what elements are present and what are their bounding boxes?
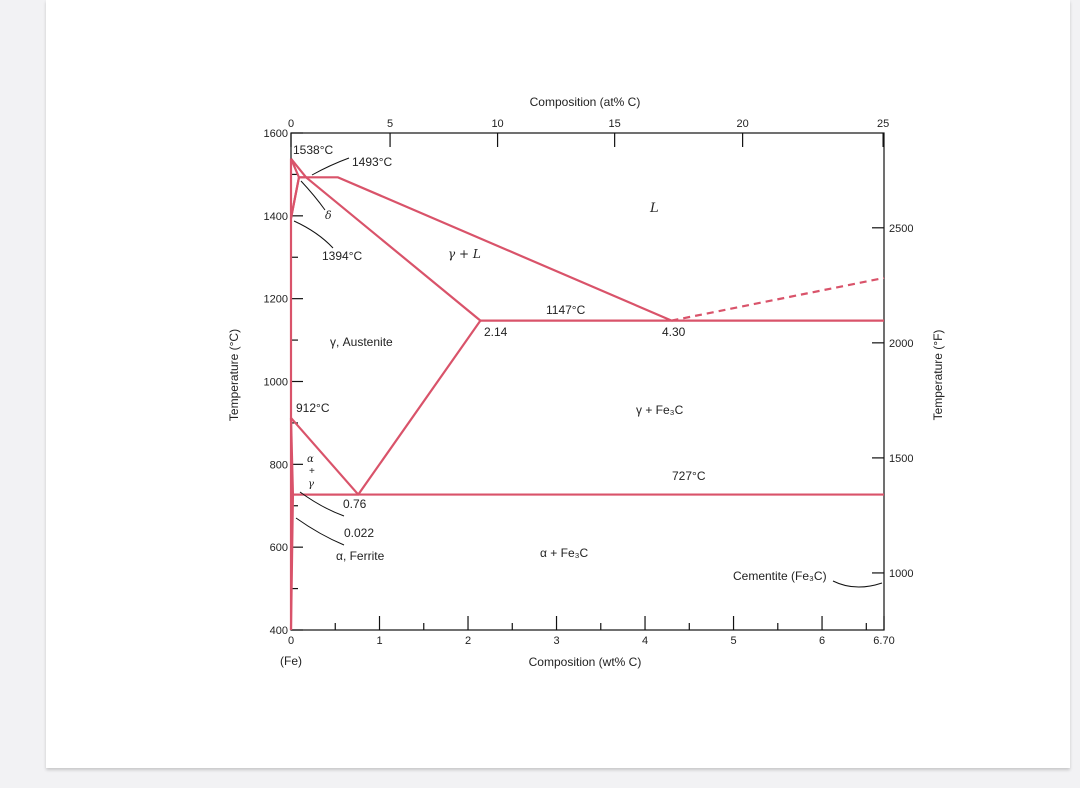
left-tick-label: 1200: [264, 294, 288, 306]
label-alpha-gamma-plus: +: [309, 466, 315, 477]
leader-0022: [295, 517, 345, 546]
leader-1493: [311, 157, 350, 176]
bottom-axis-fe-label: (Fe): [280, 654, 302, 668]
phase-lines: [289, 157, 885, 631]
label-1493: 1493°C: [352, 155, 392, 169]
label-1147: 1147°C: [546, 303, 586, 317]
top-tick-label: 20: [736, 118, 748, 130]
top-tick-label: 0: [288, 118, 294, 130]
right-tick-label: 1500: [889, 453, 913, 465]
top-tick-label: 5: [387, 118, 393, 130]
right-tick-label: 2000: [889, 338, 913, 350]
bottom-tick-label: 4: [642, 635, 648, 647]
label-1394: 1394°C: [322, 249, 362, 263]
left-tick-label: 400: [270, 625, 288, 637]
right-tick-label: 2500: [889, 223, 913, 235]
label-076: 0.76: [343, 497, 367, 511]
label-214: 2.14: [484, 325, 508, 339]
right-axis-title: Temperature (°F): [931, 330, 945, 421]
left-axis-title: Temperature (°C): [227, 329, 241, 421]
label-austenite: γ, Austenite: [330, 335, 393, 349]
label-alpha-gamma-a: α: [307, 454, 314, 465]
leader-delta: [300, 180, 326, 211]
label-912: 912°C: [296, 401, 330, 415]
bottom-tick-label: 2: [465, 635, 471, 647]
label-0022: 0.022: [344, 526, 374, 540]
label-alpha-gamma-g: γ: [308, 479, 314, 490]
axis-tick-labels: 0 5 10 15 20 25 0 1 2 3 4 5 6 6.70 1600 …: [264, 118, 914, 647]
bottom-tick-label: 1: [376, 635, 382, 647]
bottom-tick-label: 6.70: [873, 635, 894, 647]
label-gamma-fe3c: γ + Fe₃C: [636, 403, 684, 417]
left-tick-label: 1600: [264, 128, 288, 140]
label-1538: 1538°C: [293, 143, 333, 157]
region-labels: 1538°C 1493°C δ 1394°C L γ + L 1147°C 2.…: [293, 143, 827, 583]
bottom-tick-label: 6: [819, 635, 825, 647]
label-430: 4.30: [662, 325, 686, 339]
figure-card: [46, 0, 1070, 768]
leader-1394: [293, 220, 334, 249]
left-tick-label: 1000: [264, 377, 288, 389]
label-cementite: Cementite (Fe₃C): [733, 569, 827, 583]
phase-boundary-0: [289, 158, 673, 322]
label-delta: δ: [325, 209, 332, 222]
label-727: 727°C: [672, 469, 706, 483]
top-tick-label: 10: [491, 118, 503, 130]
leader-cementite: [832, 580, 883, 588]
label-ferrite: α, Ferrite: [336, 549, 385, 563]
top-tick-label: 25: [877, 118, 889, 130]
top-tick-label: 15: [609, 118, 621, 130]
bottom-axis-title: Composition (wt% C): [529, 655, 642, 669]
phase-boundary-1: [290, 157, 307, 179]
bottom-tick-label: 3: [553, 635, 559, 647]
bottom-tick-label: 5: [730, 635, 736, 647]
left-tick-label: 600: [270, 542, 288, 554]
label-gamma-l: γ + L: [448, 247, 481, 261]
top-axis-title: Composition (at% C): [530, 95, 641, 109]
label-alpha-fe3c: α + Fe₃C: [540, 546, 589, 560]
leader-lines: [293, 157, 883, 588]
phase-boundary-3: [289, 177, 301, 219]
left-tick-label: 1400: [264, 211, 288, 223]
phase-boundary-8: [671, 276, 885, 322]
label-liquid: L: [649, 201, 659, 216]
bottom-tick-label: 0: [288, 635, 294, 647]
leader-076: [299, 491, 345, 517]
left-tick-label: 800: [270, 459, 288, 471]
phase-boundary-4: [290, 417, 360, 496]
right-tick-label: 1000: [889, 568, 913, 580]
